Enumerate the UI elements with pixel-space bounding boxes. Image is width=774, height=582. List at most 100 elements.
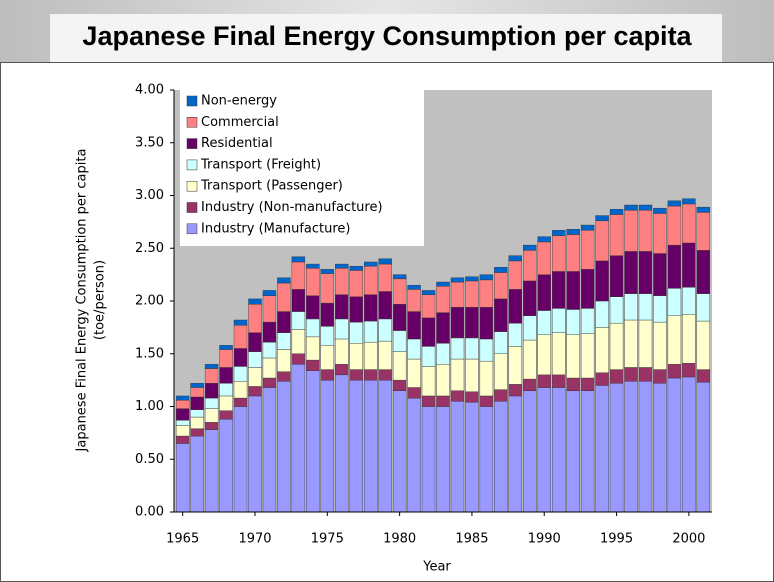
bar-segment — [262, 321, 277, 343]
bar-segment — [696, 293, 711, 322]
bar-segment — [566, 309, 580, 335]
bar-segment — [392, 278, 407, 305]
bar-segment — [624, 204, 638, 211]
bar-segment — [624, 293, 638, 321]
bar-segment — [653, 213, 667, 254]
bar-segment — [653, 207, 667, 214]
bar-segment — [219, 367, 233, 384]
bar-segment — [262, 357, 277, 379]
bar-segment — [378, 263, 392, 292]
bar-segment — [233, 325, 248, 349]
bar-segment — [609, 296, 624, 324]
bar-segment — [624, 210, 638, 252]
bar-segment — [580, 377, 595, 391]
bar-segment — [335, 268, 349, 295]
legend-label: Transport (Passenger) — [200, 179, 343, 194]
bar-segment — [378, 369, 392, 381]
bar-segment — [363, 294, 378, 322]
bar-segment — [421, 395, 436, 407]
bar-segment — [306, 359, 320, 371]
bar-segment — [233, 348, 248, 367]
x-tick-label: 1975 — [311, 532, 344, 547]
bar-segment — [392, 330, 407, 352]
bars — [175, 198, 711, 513]
bar-segment — [566, 271, 580, 310]
legend-swatch — [186, 223, 198, 235]
bar-segment — [421, 317, 436, 347]
bar-segment — [537, 274, 551, 311]
bar-segment — [320, 302, 335, 327]
bar-segment — [219, 383, 233, 397]
y-tick-label: 4.00 — [135, 83, 164, 98]
bar-segment — [638, 251, 653, 294]
bar-segment — [523, 315, 537, 341]
bar-segment — [335, 263, 349, 269]
bar-segment — [537, 236, 551, 243]
bar-segment — [363, 369, 378, 381]
bar-segment — [291, 256, 306, 263]
bar-segment — [436, 395, 450, 407]
bar-segment — [335, 294, 349, 320]
bar-segment — [551, 387, 566, 513]
bar-segment — [190, 428, 204, 437]
x-axis-label: Year — [422, 560, 451, 575]
bar-segment — [219, 395, 233, 411]
bar-segment — [465, 358, 479, 392]
y-tick-label: 2.00 — [135, 294, 164, 309]
bar-segment — [248, 367, 262, 387]
bar-segment — [306, 268, 320, 296]
bar-segment — [566, 390, 580, 513]
bar-segment — [465, 337, 479, 360]
legend-swatch — [186, 180, 198, 192]
legend — [180, 90, 424, 246]
bar-segment — [407, 358, 421, 388]
bar-segment — [551, 271, 566, 309]
bar-segment — [508, 384, 523, 397]
bar-segment — [494, 401, 508, 513]
bar-segment — [320, 326, 335, 346]
y-tick-label: 3.50 — [135, 135, 164, 150]
bar-segment — [204, 397, 219, 409]
bar-segment — [392, 390, 407, 513]
bar-segment — [638, 293, 653, 321]
bar-segment — [349, 296, 363, 323]
bar-segment — [624, 251, 638, 294]
bar-segment — [436, 364, 450, 397]
bar-segment — [609, 255, 624, 297]
bar-segment — [248, 351, 262, 368]
bar-segment — [494, 267, 508, 273]
bar-segment — [204, 383, 219, 399]
bar-segment — [190, 383, 204, 388]
bar-segment — [421, 294, 436, 319]
legend-swatch — [186, 95, 198, 107]
bar-segment — [465, 402, 479, 513]
bar-segment — [508, 260, 523, 290]
bar-segment — [262, 387, 277, 513]
bar-segment — [436, 281, 450, 287]
bar-segment — [320, 369, 335, 381]
bar-segment — [667, 288, 682, 316]
bar-segment — [248, 386, 262, 397]
legend-swatch — [186, 159, 198, 171]
bar-segment — [277, 349, 291, 372]
bar-segment — [277, 277, 291, 284]
bar-segment — [638, 319, 653, 368]
bar-segment — [175, 443, 190, 513]
bar-segment — [667, 205, 682, 246]
y-axis-label: (toe/person) — [93, 260, 108, 340]
bar-segment — [595, 385, 609, 513]
bar-segment — [175, 435, 190, 444]
bar-segment — [566, 377, 580, 391]
bar-segment — [682, 363, 696, 378]
bar-segment — [436, 286, 450, 313]
bar-segment — [609, 369, 624, 384]
x-tick-label: 1980 — [383, 532, 416, 547]
bar-segment — [421, 290, 436, 295]
bar-segment — [667, 200, 682, 207]
bar-segment — [306, 370, 320, 513]
bar-segment — [233, 319, 248, 326]
bar-segment — [306, 336, 320, 361]
bar-segment — [609, 209, 624, 215]
bar-segment — [450, 337, 465, 360]
